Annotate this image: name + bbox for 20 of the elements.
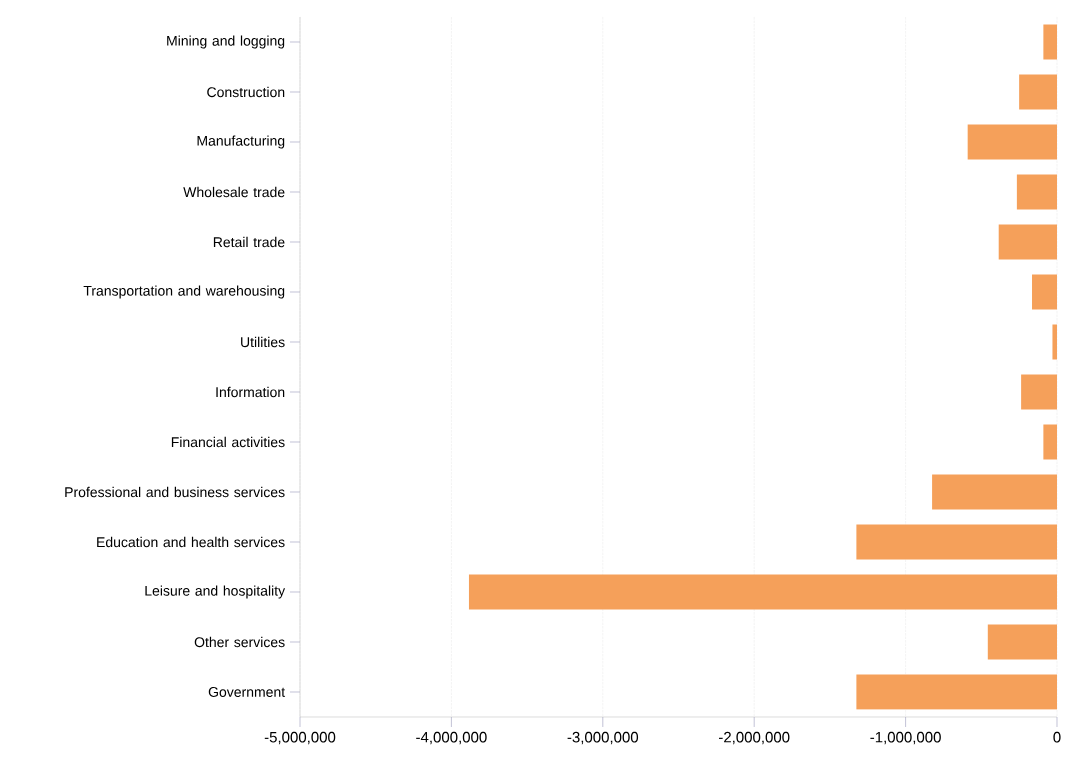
y-tick-label: Retail trade: [213, 236, 285, 248]
x-tick-label: -4,000,000: [416, 731, 487, 745]
y-tick-label: Construction: [207, 86, 285, 98]
y-tick-label: Information: [216, 386, 285, 398]
y-tick-label: Transportation and warehousing: [83, 285, 285, 299]
x-tick-label: -2,000,000: [718, 731, 790, 745]
y-tick-label: Other services: [194, 636, 285, 648]
y-tick-label: Mining and logging: [167, 35, 285, 49]
y-tick-label: Manufacturing: [197, 135, 285, 149]
x-tick-label: -3,000,000: [567, 731, 639, 745]
y-tick-label: Leisure and hospitality: [145, 585, 286, 599]
y-tick-label: Government: [208, 687, 286, 697]
y-tick-label: Financial activities: [171, 436, 285, 448]
y-tick-label: Utilities: [241, 336, 285, 348]
x-tick-label: -5,000,000: [264, 731, 336, 745]
y-tick-label: Education and health services: [97, 536, 285, 548]
y-tick-label: Professional and business services: [65, 486, 285, 498]
x-tick-label: 0: [1053, 731, 1061, 743]
x-tick-label: -1,000,000: [870, 731, 941, 745]
y-tick-label: Wholesale trade: [183, 186, 285, 198]
